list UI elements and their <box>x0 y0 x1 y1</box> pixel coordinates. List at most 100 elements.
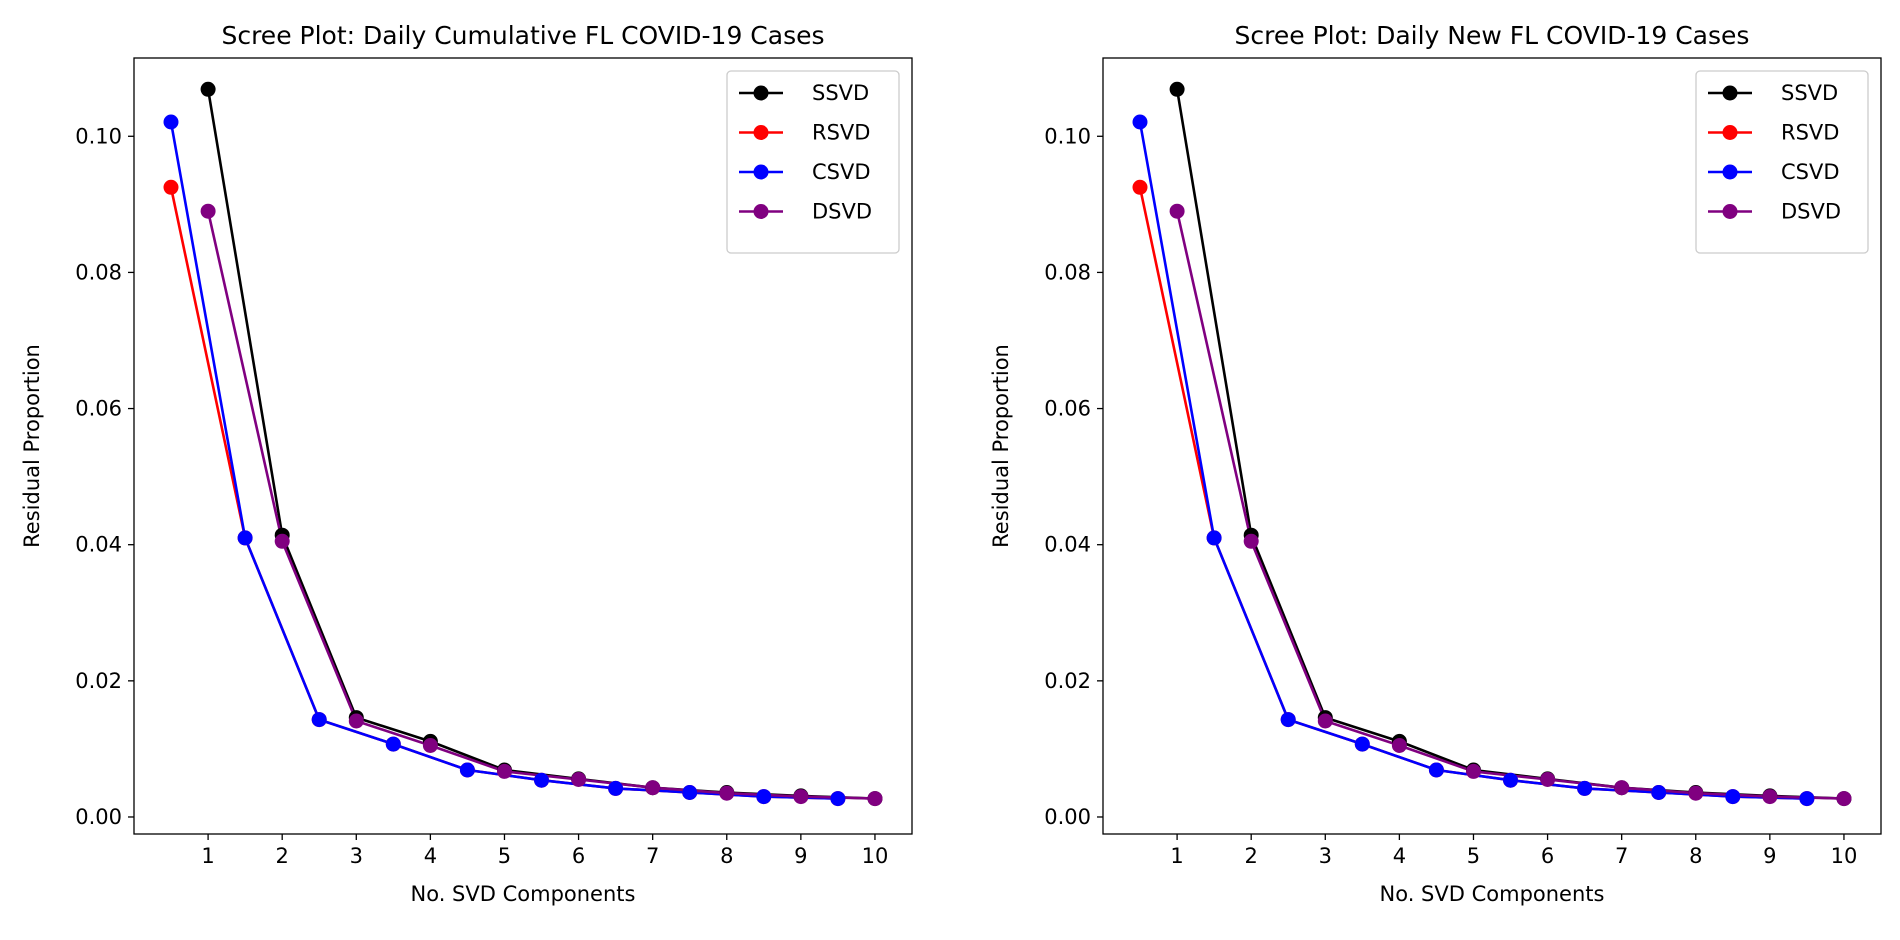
data-point-dsvd-9 <box>1762 789 1778 805</box>
x-tick-label: 4 <box>424 844 437 868</box>
data-point-csvd-7 <box>1577 780 1593 796</box>
x-tick-label: 2 <box>1245 844 1258 868</box>
data-point-dsvd-7 <box>645 780 661 796</box>
data-point-dsvd-7 <box>1614 780 1630 796</box>
data-point-csvd-3 <box>311 712 327 728</box>
data-point-csvd-8 <box>682 785 698 800</box>
data-point-csvd-8 <box>1651 785 1667 800</box>
legend-label-rsvd: RSVD <box>1781 121 1839 145</box>
data-point-csvd-4 <box>385 736 401 752</box>
legend-label-dsvd: DSVD <box>1781 200 1841 224</box>
y-tick-label: 0.02 <box>1044 669 1091 693</box>
x-tick-label: 3 <box>1319 844 1332 868</box>
data-point-csvd-5 <box>1428 762 1444 778</box>
data-point-csvd-9 <box>756 789 772 805</box>
x-tick-label: 5 <box>1467 844 1480 868</box>
x-axis-label: No. SVD Components <box>1380 882 1605 906</box>
x-tick-label: 5 <box>498 844 511 868</box>
legend-box <box>1695 70 1869 254</box>
data-point-csvd-9 <box>1725 789 1741 805</box>
data-point-ssvd-1 <box>1169 81 1185 97</box>
data-point-dsvd-5 <box>1466 763 1481 779</box>
x-tick-label: 6 <box>1541 844 1554 868</box>
y-tick-label: 0.00 <box>1044 805 1091 829</box>
x-tick-label: 8 <box>1689 844 1702 868</box>
legend-label-ssvd: SSVD <box>812 81 869 105</box>
x-tick-label: 2 <box>276 844 289 868</box>
y-tick-label: 0.10 <box>1044 124 1091 148</box>
data-point-rsvd-1 <box>163 179 179 195</box>
y-tick-label: 0.06 <box>75 397 122 421</box>
y-tick-label: 0.08 <box>75 260 122 284</box>
data-point-dsvd-3 <box>348 713 364 729</box>
data-point-csvd-3 <box>1280 712 1296 728</box>
data-point-csvd-10 <box>830 791 846 807</box>
data-point-rsvd-1 <box>1132 179 1148 195</box>
legend: SSVD RSVD CSVD DSVD <box>1695 70 1869 254</box>
legend-marker-dsvd <box>1722 204 1738 219</box>
data-point-csvd-5 <box>459 762 475 778</box>
data-point-csvd-6 <box>534 772 549 788</box>
legend-label-csvd: CSVD <box>812 160 871 184</box>
data-point-csvd-4 <box>1354 736 1370 752</box>
legend-box <box>726 70 900 254</box>
data-point-dsvd-8 <box>1688 785 1704 801</box>
data-point-csvd-1 <box>163 114 179 130</box>
data-point-dsvd-4 <box>422 738 438 753</box>
data-point-dsvd-1 <box>1169 203 1185 219</box>
x-tick-label: 7 <box>1615 844 1628 868</box>
legend-label-dsvd: DSVD <box>812 200 872 224</box>
y-tick-label: 0.02 <box>75 669 122 693</box>
legend-marker-rsvd <box>1722 125 1738 140</box>
legend-label-csvd: CSVD <box>1781 160 1840 184</box>
data-point-dsvd-2 <box>274 533 290 549</box>
x-tick-label: 1 <box>201 844 214 868</box>
data-point-dsvd-9 <box>793 789 809 805</box>
y-tick-label: 0.04 <box>75 533 122 557</box>
x-tick-label: 9 <box>794 844 807 868</box>
legend-marker-ssvd <box>753 85 769 101</box>
data-point-csvd-1 <box>1132 114 1148 130</box>
legend-marker-rsvd <box>753 125 769 140</box>
chart-title: Scree Plot: Daily New FL COVID-19 Cases <box>1235 21 1750 50</box>
chart-panel-1: 1 2 3 4 5 6 7 8 9 10 0.00 0.02 0.04 0.06 0.08 0.10 Scree… <box>20 21 913 906</box>
x-tick-label: 7 <box>646 844 659 868</box>
data-point-dsvd-3 <box>1317 713 1333 729</box>
legend: SSVD RSVD CSVD DSVD <box>726 70 900 254</box>
data-point-csvd-6 <box>1503 772 1518 788</box>
legend-marker-ssvd <box>1722 85 1738 101</box>
axes-frame <box>1102 57 1882 835</box>
chart-title: Scree Plot: Daily Cumulative FL COVID-19… <box>221 21 824 50</box>
x-tick-label: 10 <box>862 844 889 868</box>
data-point-dsvd-6 <box>1540 772 1556 787</box>
data-point-csvd-10 <box>1799 791 1815 807</box>
data-point-csvd-2 <box>1206 530 1222 546</box>
x-axis-label: No. SVD Components <box>411 882 636 906</box>
legend-marker-csvd <box>1722 164 1738 180</box>
data-point-dsvd-8 <box>719 785 735 801</box>
legend-marker-csvd <box>753 164 769 180</box>
data-point-csvd-7 <box>608 780 624 796</box>
x-tick-label: 4 <box>1393 844 1406 868</box>
data-point-dsvd-1 <box>200 203 216 219</box>
y-tick-label: 0.08 <box>1044 260 1091 284</box>
data-point-dsvd-6 <box>571 772 587 787</box>
y-axis-label: Residual Proportion <box>989 344 1013 548</box>
data-point-csvd-2 <box>237 530 253 546</box>
legend-marker-dsvd <box>753 204 769 219</box>
y-tick-label: 0.04 <box>1044 533 1091 557</box>
data-point-dsvd-10 <box>867 791 883 807</box>
x-tick-label: 8 <box>720 844 733 868</box>
data-point-dsvd-2 <box>1243 533 1259 549</box>
x-tick-label: 6 <box>572 844 585 868</box>
y-tick-label: 0.06 <box>1044 397 1091 421</box>
y-axis-label: Residual Proportion <box>20 344 44 548</box>
legend-label-rsvd: RSVD <box>812 121 870 145</box>
data-point-dsvd-5 <box>497 763 512 779</box>
chart-panel-2: 1 2 3 4 5 6 7 8 9 10 0.00 0.02 0.04 0.06 0.08 0.10 Scree… <box>989 21 1882 906</box>
data-point-ssvd-1 <box>200 81 216 97</box>
y-tick-label: 0.10 <box>75 124 122 148</box>
legend-label-ssvd: SSVD <box>1781 81 1838 105</box>
